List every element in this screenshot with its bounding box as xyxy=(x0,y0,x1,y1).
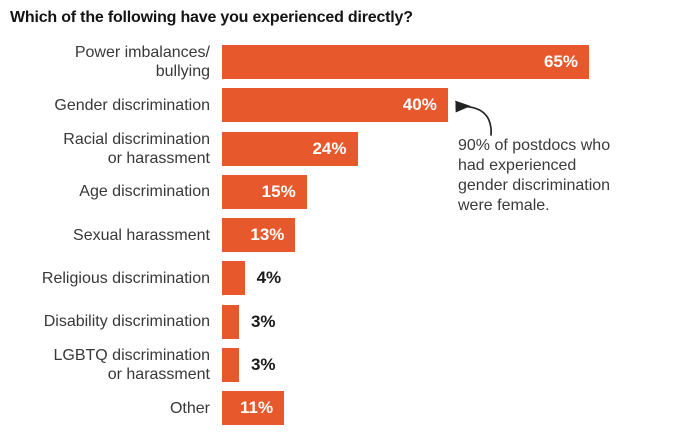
category-label: Power imbalances/bullying xyxy=(0,43,210,81)
bar: 13% xyxy=(222,218,296,253)
bar: 40% xyxy=(222,88,448,123)
value-label: 4% xyxy=(256,268,282,288)
bar-row: Racial discrimination or harassment 24% xyxy=(0,130,589,168)
value-label: 3% xyxy=(250,355,276,375)
bar xyxy=(222,304,239,339)
category-label-line: Other xyxy=(169,399,210,417)
value-label: 13% xyxy=(250,225,285,245)
category-label-line: Racial discrimination xyxy=(63,130,210,148)
value-label: 15% xyxy=(261,181,296,201)
annotation-line: gender discrimination xyxy=(458,177,611,194)
bar xyxy=(222,348,239,383)
bar: 24% xyxy=(222,131,358,166)
category-label: Gender discrimination xyxy=(0,96,210,115)
bar-row: Disability discrimination 3% xyxy=(0,304,589,339)
bar-row: LGBTQ discrimination or harassment 3% xyxy=(0,346,589,384)
category-label-line: Religious discrimination xyxy=(41,269,210,287)
annotation-arrow-icon xyxy=(455,100,492,136)
category-label-line: or harassment xyxy=(107,366,210,384)
annotation-line: 90% of postdocs who xyxy=(458,137,611,154)
category-label-line: bullying xyxy=(155,63,210,80)
bar xyxy=(222,261,245,296)
value-label: 3% xyxy=(250,311,276,331)
bar-row: Gender discrimination 40% xyxy=(0,88,589,123)
value-label: 24% xyxy=(312,138,347,158)
bar: 65% xyxy=(222,45,589,79)
category-label-line: Sexual harassment xyxy=(73,226,210,244)
category-label: Sexual harassment xyxy=(0,226,210,245)
category-label-line: Age discrimination xyxy=(79,183,210,201)
category-label-line: Gender discrimination xyxy=(54,96,210,114)
category-label: Disability discrimination xyxy=(0,312,210,331)
category-label-line: LGBTQ discrimination xyxy=(53,347,211,365)
category-label-line: or harassment xyxy=(107,149,210,167)
annotation-line: were female. xyxy=(458,197,550,214)
bar: 15% xyxy=(222,174,307,209)
category-label: Religious discrimination xyxy=(0,269,210,288)
category-label-line: Disability discrimination xyxy=(43,313,210,331)
bar: 11% xyxy=(222,391,285,426)
category-label: LGBTQ discrimination or harassment xyxy=(0,346,211,384)
annotation-line: had experienced xyxy=(458,157,577,174)
bar-row: Power imbalances/bullying 65% xyxy=(0,43,589,81)
category-label: Other xyxy=(0,399,210,418)
bar-row: Other 11% xyxy=(0,391,589,426)
bar-row: Sexual harassment 13% xyxy=(0,218,589,253)
bar-row: Religious discrimination 4% xyxy=(0,261,589,296)
bar-row: Age discrimination 15% xyxy=(0,174,589,209)
annotation-text: 90% of postdocs who had experienced gender… xyxy=(458,136,610,216)
chart-title: Which of the following have you experien… xyxy=(10,9,413,26)
category-label-line: Power imbalances/ xyxy=(74,44,210,61)
value-label: 11% xyxy=(240,398,274,418)
category-label: Racial discrimination or harassment xyxy=(0,130,210,168)
value-label: 40% xyxy=(402,95,437,115)
value-label: 65% xyxy=(543,52,578,71)
category-label: Age discrimination xyxy=(0,182,210,201)
bar-rows: Power imbalances/bullying 65% Gender dis… xyxy=(0,43,589,426)
